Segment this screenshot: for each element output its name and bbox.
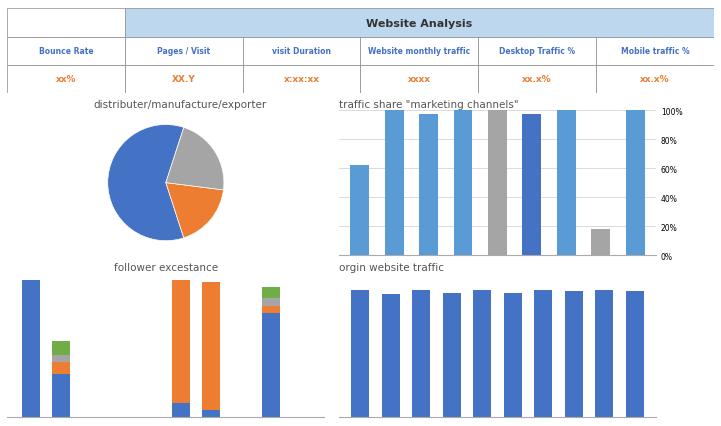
Wedge shape	[166, 128, 224, 190]
Wedge shape	[107, 125, 184, 241]
FancyBboxPatch shape	[125, 9, 714, 38]
Bar	[172, 280, 190, 403]
FancyBboxPatch shape	[596, 37, 714, 66]
FancyBboxPatch shape	[243, 66, 360, 94]
Text: xx%: xx%	[56, 75, 76, 84]
Bar	[454, 111, 472, 256]
Bar	[419, 115, 438, 256]
FancyBboxPatch shape	[7, 9, 125, 38]
Wedge shape	[166, 183, 224, 238]
Text: orgin website traffic: orgin website traffic	[339, 262, 444, 272]
Bar	[172, 403, 190, 417]
Bar	[503, 293, 522, 417]
Text: XX.Y: XX.Y	[172, 75, 195, 84]
FancyBboxPatch shape	[596, 66, 714, 94]
Text: Desktop Traffic %: Desktop Traffic %	[499, 47, 575, 56]
Bar	[473, 290, 492, 417]
Title: follower excestance: follower excestance	[114, 262, 218, 272]
Text: x:xx:xx: x:xx:xx	[283, 75, 319, 84]
Bar	[350, 166, 369, 256]
FancyBboxPatch shape	[478, 37, 596, 66]
FancyBboxPatch shape	[7, 37, 125, 66]
Text: Pages / Visit: Pages / Visit	[157, 47, 211, 56]
Text: Website Analysis: Website Analysis	[366, 19, 472, 29]
Text: Website monthly traffic: Website monthly traffic	[368, 47, 471, 56]
Text: xx.x%: xx.x%	[640, 75, 670, 84]
Bar	[523, 115, 541, 256]
Bar	[534, 290, 552, 417]
Bar	[52, 363, 70, 374]
Bar	[262, 313, 280, 417]
Bar	[591, 230, 611, 256]
Text: xxxx: xxxx	[408, 75, 431, 84]
FancyBboxPatch shape	[360, 66, 478, 94]
Bar	[262, 299, 280, 306]
FancyBboxPatch shape	[243, 37, 360, 66]
Bar	[202, 410, 220, 417]
Bar	[52, 374, 70, 417]
Bar	[412, 290, 430, 417]
Bar	[384, 111, 404, 256]
Bar	[52, 341, 70, 355]
FancyBboxPatch shape	[478, 66, 596, 94]
Bar	[202, 283, 220, 410]
FancyBboxPatch shape	[7, 66, 125, 94]
Text: visit Duration: visit Duration	[272, 47, 331, 56]
FancyBboxPatch shape	[125, 37, 243, 66]
FancyBboxPatch shape	[360, 37, 478, 66]
Bar	[262, 306, 280, 313]
Bar	[565, 291, 583, 417]
Text: xx.x%: xx.x%	[522, 75, 552, 84]
Text: distributer/manufacture/exporter: distributer/manufacture/exporter	[93, 100, 267, 110]
Bar	[557, 111, 576, 256]
Bar	[443, 293, 461, 417]
Text: Mobile traffic %: Mobile traffic %	[621, 47, 689, 56]
Bar	[381, 294, 400, 417]
Bar	[595, 290, 614, 417]
Bar	[22, 280, 40, 417]
FancyBboxPatch shape	[125, 66, 243, 94]
Bar	[626, 291, 644, 417]
Bar	[626, 111, 645, 256]
Text: Bounce Rate: Bounce Rate	[39, 47, 94, 56]
Bar	[52, 355, 70, 363]
Bar	[262, 287, 280, 299]
Text: traffic share "marketing channels": traffic share "marketing channels"	[339, 100, 518, 110]
Bar	[351, 290, 369, 417]
Bar	[488, 111, 507, 256]
